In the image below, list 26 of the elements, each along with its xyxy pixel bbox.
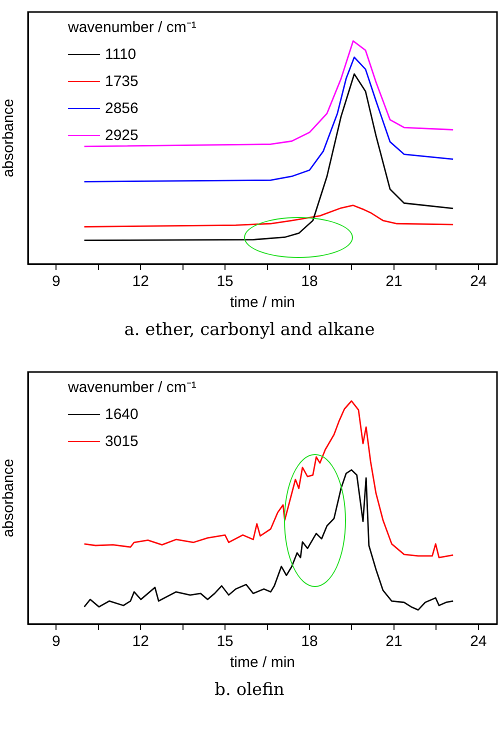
x-tick-label: 18 (301, 633, 318, 650)
legend-label: 1735 (105, 72, 138, 92)
x-axis-title: time / min (230, 654, 296, 672)
legend-label: 1110 (105, 45, 136, 65)
x-tick-label: 24 (470, 273, 487, 290)
text: a. ether, carbonyl and alkane (123, 320, 376, 340)
x-tick-label: 9 (52, 633, 60, 650)
legend-title: wavenumber / cm⁻¹ (68, 378, 196, 398)
legend-label: 2925 (105, 126, 138, 146)
x-tick-label: 12 (132, 633, 149, 650)
x-tick-label: 21 (386, 273, 402, 290)
legend-label: 3015 (105, 432, 138, 452)
x-tick-label: 12 (132, 273, 149, 290)
x-tick-label: 18 (301, 273, 318, 290)
legend-label: 2856 (105, 99, 138, 119)
legend-label: 1640 (105, 405, 138, 425)
y-axis-title: absorbance (0, 458, 18, 538)
x-tick-label: 24 (470, 633, 487, 650)
legend-title: wavenumber / cm⁻¹ (68, 18, 196, 38)
x-axis-title: time / min (230, 294, 296, 312)
x-tick-label: 21 (386, 633, 402, 650)
text: b. olefin (214, 680, 286, 700)
x-tick-label: 9 (52, 273, 60, 290)
y-axis-title: absorbance (0, 98, 18, 178)
x-tick-label: 15 (216, 633, 234, 650)
x-tick-label: 15 (216, 273, 234, 290)
